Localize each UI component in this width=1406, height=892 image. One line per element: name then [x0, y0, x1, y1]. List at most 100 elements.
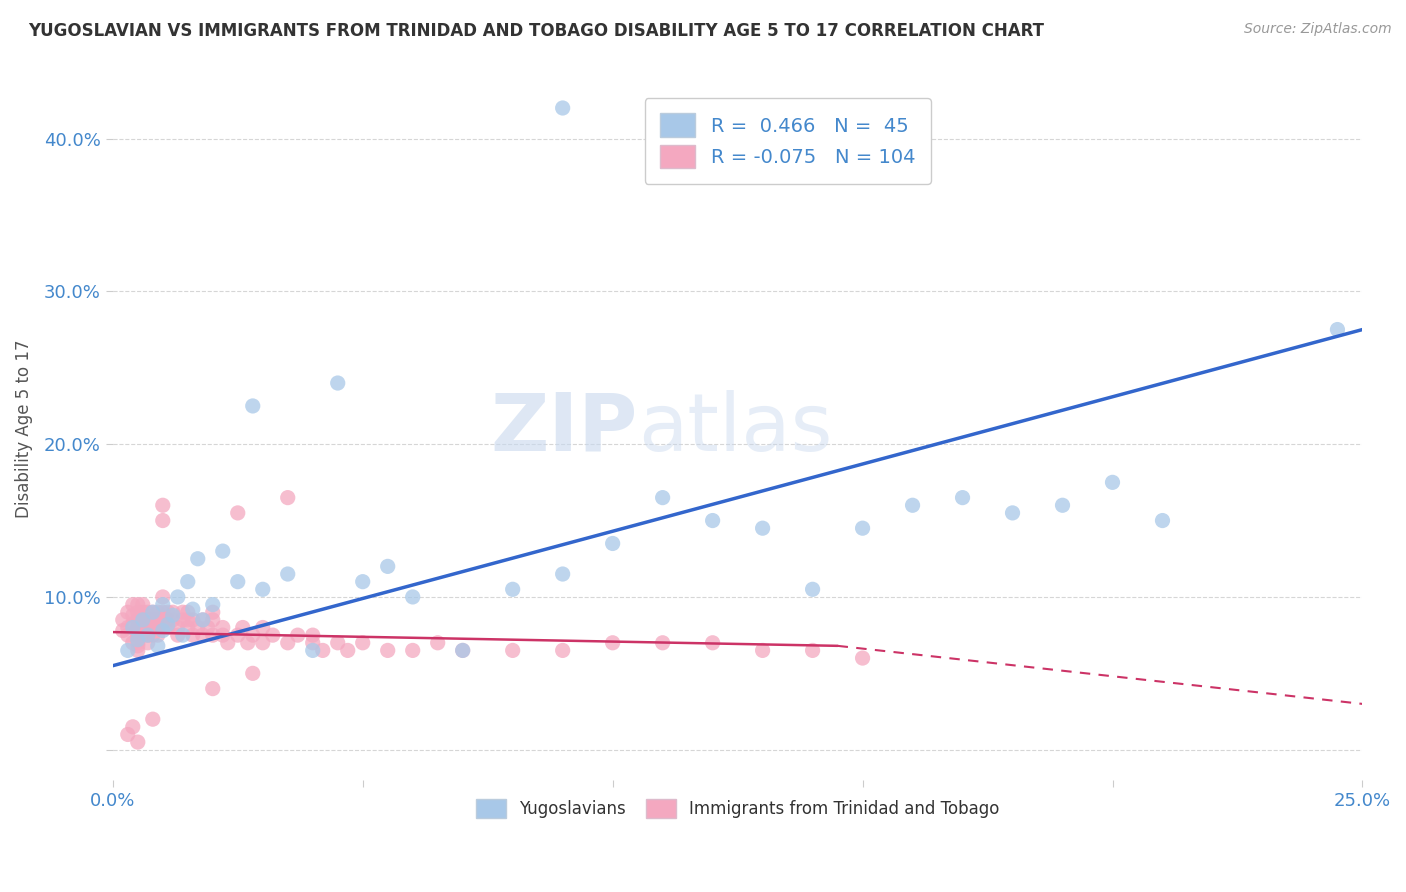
Point: [127, 613, 149, 627]
Point: [136, 628, 159, 642]
Point: [242, 399, 264, 413]
Point: [117, 643, 139, 657]
Point: [217, 636, 239, 650]
Point: [146, 620, 169, 634]
Point: [177, 605, 200, 619]
Point: [132, 613, 155, 627]
Point: [136, 628, 159, 642]
Point: [1052, 498, 1074, 512]
Point: [502, 643, 524, 657]
Point: [117, 605, 139, 619]
Point: [152, 514, 174, 528]
Point: [402, 643, 425, 657]
Point: [156, 620, 179, 634]
Point: [326, 376, 349, 390]
Point: [121, 608, 143, 623]
Point: [181, 602, 204, 616]
Point: [551, 101, 574, 115]
Point: [132, 620, 155, 634]
Y-axis label: Disability Age 5 to 17: Disability Age 5 to 17: [15, 340, 32, 518]
Point: [201, 605, 224, 619]
Point: [191, 628, 214, 642]
Point: [226, 574, 249, 589]
Point: [287, 628, 309, 642]
Point: [127, 636, 149, 650]
Point: [117, 727, 139, 741]
Point: [152, 613, 174, 627]
Text: atlas: atlas: [638, 390, 832, 468]
Point: [132, 613, 155, 627]
Point: [152, 590, 174, 604]
Point: [152, 620, 174, 634]
Point: [226, 628, 249, 642]
Point: [1326, 322, 1348, 336]
Point: [177, 574, 200, 589]
Point: [166, 620, 188, 634]
Point: [377, 559, 399, 574]
Point: [201, 613, 224, 627]
Point: [426, 636, 449, 650]
Point: [801, 643, 824, 657]
Point: [132, 628, 155, 642]
Point: [252, 636, 274, 650]
Point: [201, 598, 224, 612]
Point: [336, 643, 359, 657]
Point: [651, 491, 673, 505]
Point: [1101, 475, 1123, 490]
Point: [197, 620, 219, 634]
Point: [326, 636, 349, 650]
Point: [127, 598, 149, 612]
Point: [201, 681, 224, 696]
Point: [132, 598, 155, 612]
Point: [602, 636, 624, 650]
Point: [146, 605, 169, 619]
Point: [702, 514, 724, 528]
Point: [191, 613, 214, 627]
Point: [211, 544, 233, 558]
Point: [551, 567, 574, 582]
Point: [111, 613, 134, 627]
Point: [142, 605, 165, 619]
Point: [146, 628, 169, 642]
Point: [152, 624, 174, 638]
Point: [142, 628, 165, 642]
Point: [146, 613, 169, 627]
Point: [851, 521, 873, 535]
Point: [191, 613, 214, 627]
Point: [232, 620, 254, 634]
Point: [152, 598, 174, 612]
Point: [172, 628, 194, 642]
Point: [352, 574, 374, 589]
Point: [851, 651, 873, 665]
Point: [252, 582, 274, 597]
Point: [277, 567, 299, 582]
Point: [177, 613, 200, 627]
Point: [181, 613, 204, 627]
Point: [142, 605, 165, 619]
Point: [162, 608, 184, 623]
Point: [551, 643, 574, 657]
Point: [226, 506, 249, 520]
Point: [156, 605, 179, 619]
Point: [117, 628, 139, 642]
Point: [127, 620, 149, 634]
Point: [402, 590, 425, 604]
Point: [602, 536, 624, 550]
Point: [136, 613, 159, 627]
Point: [1152, 514, 1174, 528]
Point: [156, 617, 179, 632]
Point: [121, 598, 143, 612]
Point: [127, 639, 149, 653]
Point: [127, 613, 149, 627]
Point: [451, 643, 474, 657]
Point: [121, 636, 143, 650]
Point: [127, 735, 149, 749]
Point: [136, 620, 159, 634]
Point: [127, 605, 149, 619]
Point: [142, 712, 165, 726]
Point: [136, 636, 159, 650]
Point: [751, 521, 773, 535]
Text: YUGOSLAVIAN VS IMMIGRANTS FROM TRINIDAD AND TOBAGO DISABILITY AGE 5 TO 17 CORREL: YUGOSLAVIAN VS IMMIGRANTS FROM TRINIDAD …: [28, 22, 1045, 40]
Point: [451, 643, 474, 657]
Point: [901, 498, 924, 512]
